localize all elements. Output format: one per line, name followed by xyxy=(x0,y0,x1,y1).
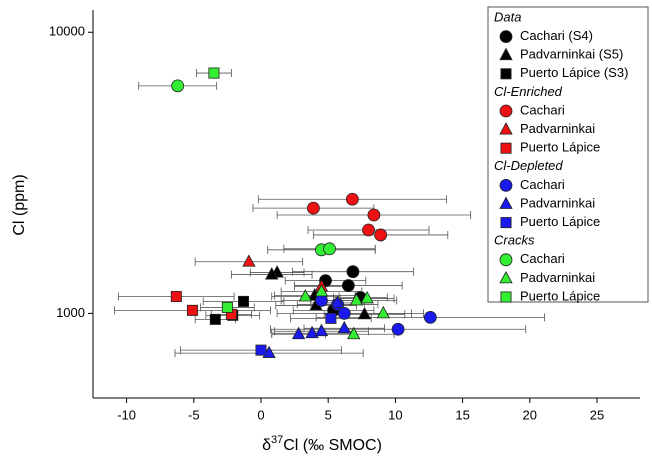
legend-label: Cachari xyxy=(520,102,565,117)
legend-label: Padvarninkai xyxy=(520,121,595,136)
point xyxy=(242,254,256,267)
legend-group-title: Cracks xyxy=(494,233,535,248)
point xyxy=(255,344,267,356)
legend-label: Padvarninkai xyxy=(520,270,595,285)
point xyxy=(337,306,351,320)
x-axis-label: δ37Cl (‰ SMOC) xyxy=(262,434,382,454)
point xyxy=(341,279,355,292)
x-label-suffix: Cl (‰ SMOC) xyxy=(283,437,382,454)
legend-label: Puerto Lápice (S3) xyxy=(520,65,628,80)
legend-marker xyxy=(499,47,513,61)
legend-marker xyxy=(499,104,513,118)
legend-label: Puerto Lápice xyxy=(520,140,600,155)
point xyxy=(362,223,375,237)
point xyxy=(208,67,220,79)
point xyxy=(374,228,388,242)
y-axis-label: Cl (ppm) xyxy=(11,174,28,235)
point xyxy=(325,312,337,324)
legend-marker xyxy=(499,122,513,135)
point xyxy=(298,289,313,302)
legend-marker xyxy=(500,217,512,229)
point xyxy=(186,304,198,316)
legend-marker xyxy=(499,253,513,267)
point xyxy=(345,192,359,206)
x-tick-label: -5 xyxy=(188,407,200,422)
point xyxy=(221,301,233,313)
legend-label: Cachari xyxy=(520,177,565,192)
point xyxy=(376,305,390,319)
point xyxy=(209,313,221,325)
legend-marker xyxy=(499,270,513,284)
legend-group-title: Cl-Enriched xyxy=(494,84,563,99)
legend-marker xyxy=(500,291,512,303)
legend-marker xyxy=(500,68,512,80)
point xyxy=(238,295,250,307)
point xyxy=(347,326,361,340)
legend-box xyxy=(487,6,649,303)
legend-label: Cachari xyxy=(520,251,565,266)
x-tick-label: 20 xyxy=(523,407,537,422)
x-tick-label: 5 xyxy=(325,407,332,422)
point xyxy=(423,310,437,324)
point xyxy=(337,320,351,334)
point xyxy=(305,325,319,339)
legend-group-title: Cl-Depleted xyxy=(494,158,563,173)
point xyxy=(170,291,182,303)
point xyxy=(291,326,306,340)
point xyxy=(367,208,381,222)
x-tick-label: 15 xyxy=(455,407,469,422)
point xyxy=(346,265,360,279)
legend-label: Cachari (S4) xyxy=(520,28,593,43)
point xyxy=(307,201,320,215)
point xyxy=(357,306,372,320)
legend-group-title: Data xyxy=(494,9,521,24)
point xyxy=(314,284,329,297)
point xyxy=(349,293,364,306)
point xyxy=(314,323,329,337)
legend-label: Puerto Lápice xyxy=(520,214,600,229)
legend-marker xyxy=(500,142,512,154)
y-tick-label: 10000 xyxy=(49,24,85,39)
x-tick-label: 10 xyxy=(388,407,402,422)
legend-marker xyxy=(499,196,513,209)
legend-marker xyxy=(499,30,513,43)
x-tick-label: -10 xyxy=(117,407,136,422)
legend-label: Puerto Lápice xyxy=(520,288,600,303)
legend-label: Padvarninkai xyxy=(520,195,595,210)
point xyxy=(171,79,185,93)
x-tick-label: 25 xyxy=(590,407,604,422)
point xyxy=(330,295,345,308)
x-label-superscript: 37 xyxy=(271,434,283,446)
legend-label: Padvarninkai (S5) xyxy=(520,47,623,62)
y-tick-label: 1000 xyxy=(56,305,85,320)
legend-marker xyxy=(499,178,513,192)
point xyxy=(360,291,374,304)
point xyxy=(265,267,279,280)
point xyxy=(323,242,336,256)
x-tick-label: 0 xyxy=(257,407,264,422)
x-label-prefix: δ xyxy=(262,437,271,454)
point xyxy=(391,322,405,336)
